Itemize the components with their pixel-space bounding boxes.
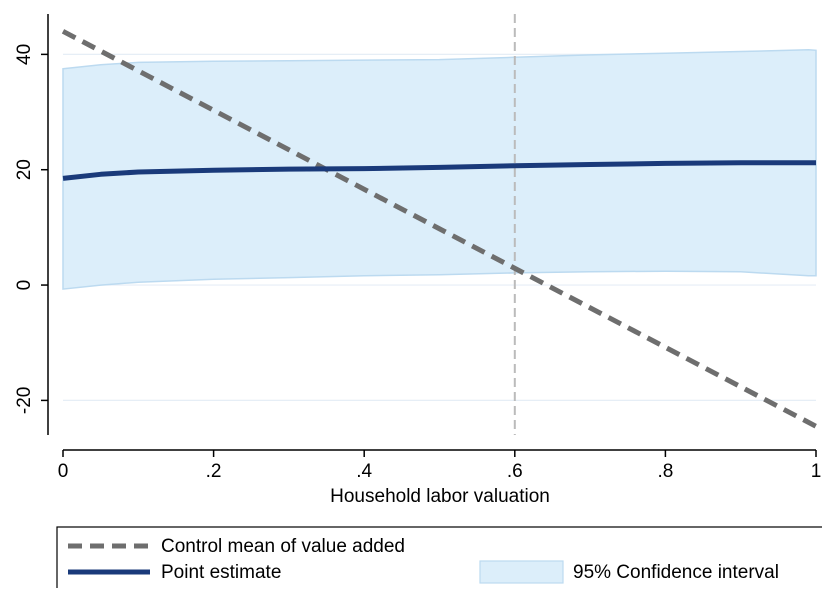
y-tick-label: 0 — [14, 280, 35, 291]
x-axis-title: Household labor valuation — [330, 486, 550, 507]
axes: -20 0 20 40 0 .2 .4 .6 .8 1 — [14, 14, 821, 482]
y-tick-label: 40 — [14, 44, 35, 65]
y-tick-label: 20 — [14, 159, 35, 180]
x-tick-label: 1 — [811, 461, 822, 482]
legend: Control mean of value added Point estimat… — [56, 526, 822, 593]
y-tick-label: -20 — [14, 387, 35, 414]
x-tick-label: 0 — [58, 461, 69, 482]
control-mean-line — [61, 29, 818, 429]
x-tick-label: .2 — [206, 461, 222, 482]
x-tick-label: .4 — [356, 461, 372, 482]
legend-box — [56, 526, 822, 593]
point-estimate-line — [62, 160, 816, 181]
legend-label-confidence-interval: 95% Confidence interval — [573, 562, 779, 583]
legend-key-confidence-interval — [479, 560, 564, 584]
x-tick-label: .6 — [507, 461, 523, 482]
x-tick-label: .8 — [657, 461, 673, 482]
series-layer — [61, 29, 818, 429]
legend-label-control-mean: Control mean of value added — [161, 536, 405, 557]
legend-label-point-estimate: Point estimate — [161, 562, 281, 583]
